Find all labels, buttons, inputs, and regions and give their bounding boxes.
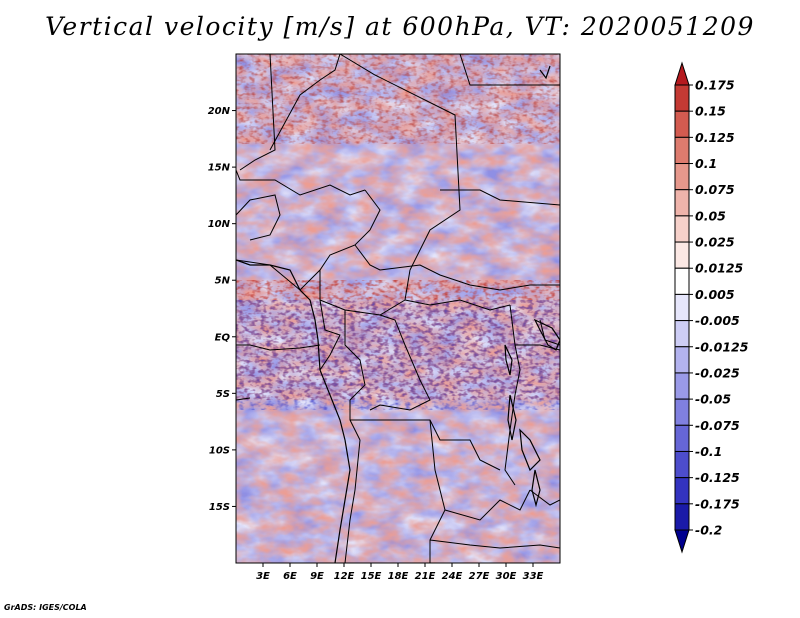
lon-tick-label: 21E — [415, 571, 436, 582]
colorbar-label: -0.0125 — [695, 339, 749, 354]
colorbar-swatch — [674, 346, 690, 374]
country-borders — [236, 54, 560, 563]
colorbar: 0.175 0.15 0.125 0.1 0.075 0.05 0.025 0.0125 0.0… — [674, 61, 749, 554]
colorbar-label: 0.05 — [695, 208, 726, 223]
colorbar-swatch — [674, 398, 690, 426]
colorbar-label: 0.0125 — [695, 261, 744, 276]
lat-tick-label: 10N — [208, 219, 231, 230]
lon-tick-label: 30E — [496, 571, 517, 582]
lat-tick-label: 5S — [216, 389, 230, 400]
lon-tick-label: 3E — [256, 571, 270, 582]
colorbar-label: 0.005 — [695, 287, 735, 302]
colorbar-swatch — [674, 163, 690, 191]
colorbar-swatch — [674, 136, 690, 165]
lat-tick-label: EQ — [215, 332, 231, 343]
coastlines-lakes — [236, 65, 560, 563]
colorbar-label: -0.2 — [695, 523, 722, 538]
colorbar-swatch — [674, 503, 690, 531]
colorbar-label: -0.005 — [695, 313, 740, 328]
colorbar-swatch — [674, 241, 690, 269]
lon-tick-label: 6E — [283, 571, 297, 582]
colorbar-label: 0.075 — [695, 182, 735, 197]
colorbar-label: -0.075 — [695, 418, 740, 433]
colorbar-swatch — [674, 320, 690, 348]
lon-tick-label: 24E — [442, 571, 463, 582]
colorbar-label: 0.175 — [695, 78, 735, 93]
colorbar-label: -0.05 — [695, 392, 731, 407]
colorbar-bottom-arrow — [674, 529, 690, 554]
colorbar-swatch — [674, 293, 690, 322]
lat-tick-label: 15N — [208, 163, 231, 174]
lon-tick-label: 12E — [334, 571, 355, 582]
colorbar-label: -0.025 — [695, 365, 740, 380]
colorbar-label: -0.1 — [695, 444, 722, 459]
colorbar-swatch — [674, 110, 690, 138]
colorbar-swatch — [674, 372, 690, 400]
colorbar-label: 0.125 — [695, 130, 735, 145]
colorbar-swatch — [674, 424, 690, 452]
lat-tick-label: 10S — [209, 445, 230, 456]
colorbar-label: 0.15 — [695, 104, 726, 119]
colorbar-label: 0.1 — [695, 156, 717, 171]
vertical-velocity-field — [236, 54, 560, 563]
lon-tick-label: 33E — [523, 571, 544, 582]
lon-tick-label: 27E — [469, 571, 490, 582]
colorbar-swatch — [674, 267, 690, 295]
latitude-axis: 20N 15N 10N 5N EQ 5S 10S 15S — [208, 106, 236, 513]
grads-credit: GrADS: IGES/COLA — [4, 603, 87, 612]
longitude-axis: 3E 6E 9E 12E 15E 18E 21E 24E 27E 30E 33E — [256, 563, 544, 582]
lon-tick-label: 9E — [310, 571, 324, 582]
lon-tick-label: 18E — [388, 571, 409, 582]
north-strong-signals — [236, 54, 560, 144]
colorbar-label: -0.125 — [695, 470, 740, 485]
lat-tick-label: 20N — [208, 106, 231, 117]
colorbar-swatch — [674, 215, 690, 243]
colorbar-swatch — [674, 450, 690, 479]
chart-title: Vertical velocity [m/s] at 600hPa, VT: 2… — [45, 12, 755, 41]
lat-tick-label: 5N — [215, 276, 231, 287]
colorbar-label: -0.175 — [695, 496, 740, 511]
colorbar-swatch — [674, 84, 690, 112]
lon-tick-label: 15E — [361, 571, 382, 582]
lat-tick-label: 15S — [209, 502, 230, 513]
colorbar-label: 0.025 — [695, 235, 735, 250]
colorbar-top-arrow — [674, 61, 690, 86]
colorbar-swatch — [674, 477, 690, 505]
colorbar-swatch — [674, 189, 690, 217]
